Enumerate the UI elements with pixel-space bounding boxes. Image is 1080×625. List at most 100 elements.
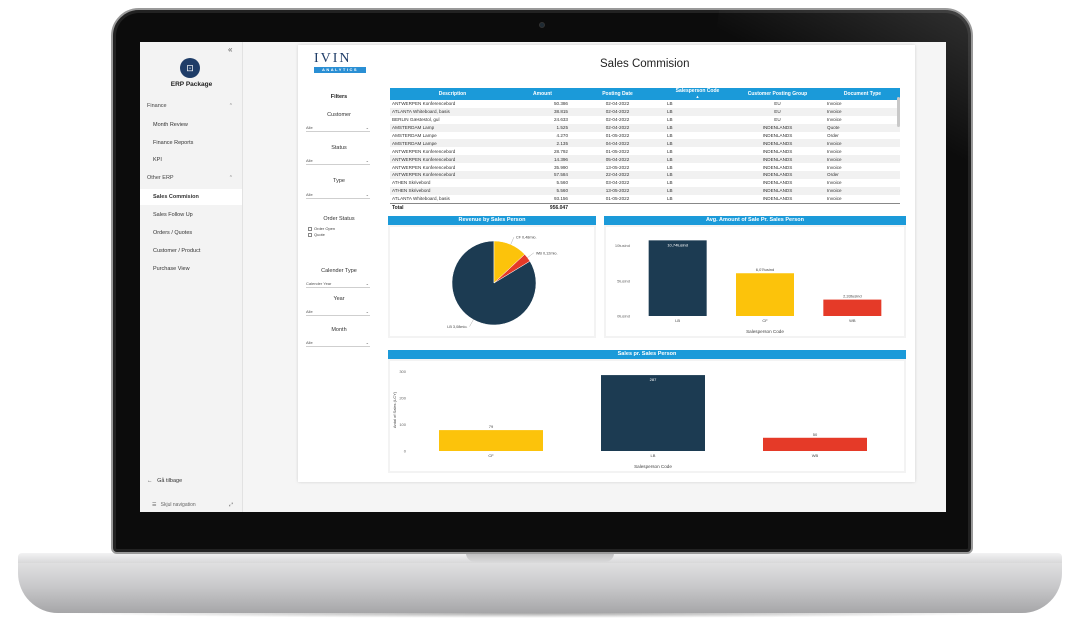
table-row[interactable]: ATHEN Skrivebord 5.560 13-05-2022 LB INDENLA… bbox=[390, 186, 900, 195]
y-tick-label: 0 bbox=[404, 449, 407, 454]
table-cell: 35.990 bbox=[553, 164, 568, 170]
y-tick-label: 300 bbox=[399, 369, 406, 374]
pie-data-label: LB 3,08mio. bbox=[447, 325, 467, 329]
month-filter-label: Month bbox=[331, 327, 347, 333]
chevron-down-icon: ⌄ bbox=[365, 158, 369, 163]
calender-type-filter-dropdown[interactable]: Calender Year ⌄ bbox=[306, 279, 370, 288]
column-header-customer-posting-group[interactable]: Customer Posting Group bbox=[730, 88, 825, 100]
brand-logo: IVIN ANALYTICS bbox=[314, 52, 366, 73]
nav-section-label: Other ERP bbox=[147, 175, 174, 181]
pie-leader-line bbox=[469, 319, 474, 327]
calender-type-filter-label: Calender Type bbox=[321, 268, 357, 274]
table-cell: LB bbox=[667, 101, 673, 107]
nav-item-month-review[interactable]: Month Review bbox=[153, 122, 188, 128]
bar-lb bbox=[601, 375, 705, 451]
app-logo-icon: ⊡ bbox=[180, 58, 200, 78]
table-cell: Quote bbox=[825, 123, 900, 132]
month-filter-dropdown[interactable]: Alle ⌄ bbox=[306, 338, 370, 347]
customer-filter-dropdown[interactable]: Alle ⌄ bbox=[306, 123, 370, 132]
navigation-sidebar: « ⊡ ERP Package Finance ⌃ Month Review F… bbox=[140, 42, 243, 512]
order-open-checkbox[interactable]: Order Open bbox=[308, 226, 335, 231]
quote-label: Quote bbox=[314, 232, 325, 237]
y-tick-label: 100 bbox=[399, 422, 406, 427]
pie-leader-line bbox=[510, 237, 515, 245]
table-row[interactable]: ATLANTA Whiteboard, basis 93.156 01-05-202… bbox=[390, 195, 900, 203]
hide-navigation-button[interactable]: ☰ Skjul navigation ⤢ bbox=[152, 502, 237, 508]
sales-bar-chart: 300 200 100 0 Antal of Sales (LCY) 79 CF 287 LB 5… bbox=[392, 369, 867, 469]
menu-icon: ☰ bbox=[152, 502, 157, 508]
table-row[interactable]: ANTWERPEN Konferencebord 35.990 13-05-2022… bbox=[390, 163, 900, 171]
year-filter-label: Year bbox=[333, 296, 345, 302]
y-tick-label: 10tusind bbox=[615, 243, 630, 248]
nav-item-kpi[interactable]: KPI bbox=[153, 157, 162, 163]
table-cell: LB bbox=[667, 148, 673, 154]
status-filter-dropdown[interactable]: Alle ⌄ bbox=[306, 156, 370, 165]
y-tick-label: 5tusind bbox=[617, 278, 630, 283]
table-cell: LB bbox=[667, 164, 673, 170]
chevron-down-icon: ⌄ bbox=[365, 192, 369, 197]
table-row[interactable]: ATHEN Skrivebord 5.560 03-04-2022 LB INDENLA… bbox=[390, 179, 900, 187]
bar-wb bbox=[763, 437, 867, 451]
year-filter-dropdown[interactable]: Alle ⌄ bbox=[306, 307, 370, 316]
nav-item-finance-reports[interactable]: Finance Reports bbox=[153, 140, 194, 146]
table-cell: LB bbox=[667, 180, 673, 186]
nav-section-other-erp[interactable]: Other ERP ⌃ bbox=[147, 175, 235, 181]
nav-item-orders-quotes[interactable]: Orders / Quotes bbox=[153, 230, 193, 236]
sort-ascending-icon: ▲ bbox=[695, 94, 700, 99]
laptop-base bbox=[18, 553, 1062, 613]
column-header-document-type[interactable]: Document Type bbox=[825, 88, 900, 100]
expand-icon: ⤢ bbox=[228, 502, 233, 508]
hide-navigation-label: Skjul navigation bbox=[160, 502, 196, 508]
table-cell: 14.396 bbox=[515, 155, 570, 164]
back-button[interactable]: ← Gå tilbage bbox=[147, 478, 182, 484]
nav-section-finance[interactable]: Finance ⌃ bbox=[147, 103, 235, 109]
checkbox-icon bbox=[308, 226, 312, 231]
column-header-description[interactable]: Description bbox=[390, 88, 515, 100]
table-cell: 02-04-2022 bbox=[570, 123, 665, 132]
nav-item-purchase-view[interactable]: Purchase View bbox=[153, 266, 190, 272]
sales-table[interactable]: Description Amount Posting Date Salesper… bbox=[390, 88, 900, 211]
table-row[interactable]: AMSTERDAM Lampe 2.135 04-04-2022 LB INDENLAN… bbox=[390, 139, 900, 148]
avg-amount-visual[interactable]: Avg. Amount of Sale Pr. Sales Person 10t… bbox=[604, 216, 906, 338]
table-row[interactable]: AMSTERDAM Lampe 4.270 01-05-2022 LB INDENLAN… bbox=[390, 132, 900, 140]
column-header-posting-date[interactable]: Posting Date bbox=[570, 88, 665, 100]
table-cell: LB bbox=[665, 107, 730, 116]
nav-item-sales-follow-up[interactable]: Sales Follow Up bbox=[153, 212, 193, 218]
table-row[interactable]: ANTWERPEN Konferencebord 28.792 01-05-2022… bbox=[390, 147, 900, 155]
column-header-salesperson-code[interactable]: Salesperson Code ▲ bbox=[665, 88, 730, 100]
table-cell: BERLIN Gæstestol, gul bbox=[392, 117, 440, 123]
table-row[interactable]: ANTWERPEN Konferencebord 50.386 02-04-2022… bbox=[390, 100, 900, 108]
sales-pr-sales-person-visual[interactable]: Sales pr. Sales Person 300 200 100 0 Antal o… bbox=[388, 350, 906, 473]
customer-filter-value: Alle bbox=[306, 125, 313, 130]
bar-data-label: 10,74tusind bbox=[667, 242, 688, 247]
table-row[interactable]: ATLANTA Whiteboard, basis 38.815 02-04-202… bbox=[390, 107, 900, 116]
table-cell: 4.270 bbox=[556, 133, 569, 138]
total-value: 956.047 bbox=[549, 205, 568, 211]
quote-checkbox[interactable]: Quote bbox=[308, 232, 325, 237]
table-cell: ANTWERPEN Konferencebord bbox=[392, 164, 456, 170]
type-filter-dropdown[interactable]: Alle ⌄ bbox=[306, 190, 370, 199]
table-row[interactable]: AMSTERDAM Lamp 1.525 02-04-2022 LB INDENLAND… bbox=[390, 123, 900, 132]
avg-amount-bar-chart: 10tusind 5tusind 0tusind 10,74tusind LB 6,07t… bbox=[615, 240, 882, 334]
year-filter-value: Alle bbox=[306, 309, 313, 314]
table-row[interactable]: ANTWERPEN Konferencebord 14.396 05-04-2022… bbox=[390, 155, 900, 164]
bar-data-label: 6,07tusind bbox=[756, 267, 774, 272]
status-filter-value: Alle bbox=[306, 158, 313, 163]
app-title: ERP Package bbox=[170, 81, 213, 88]
order-status-filter-label: Order Status bbox=[323, 216, 355, 222]
column-header-amount[interactable]: Amount bbox=[515, 88, 570, 100]
table-scrollbar[interactable] bbox=[897, 97, 900, 127]
table-row[interactable]: ANTWERPEN Konferencebord 57.584 22-04-2022… bbox=[390, 171, 900, 179]
bar-cf bbox=[736, 273, 794, 316]
nav-item-customer-product[interactable]: Customer / Product bbox=[153, 248, 201, 254]
collapse-nav-icon[interactable]: « bbox=[228, 45, 233, 54]
revenue-by-sales-person-visual[interactable]: Revenue by Sales Person LB 3,08mio. CF 0,… bbox=[388, 216, 596, 338]
table-row[interactable]: BERLIN Gæstestol, gul 24.633 02-04-2022 LB E… bbox=[390, 116, 900, 124]
table-cell: Order bbox=[825, 171, 900, 179]
table-cell: 01-05-2022 bbox=[605, 133, 630, 138]
pie-leader-line bbox=[527, 252, 534, 258]
nav-item-sales-commision[interactable]: Sales Commision bbox=[140, 189, 242, 205]
table-cell: AMSTERDAM Lamp bbox=[390, 123, 515, 132]
bar-cf bbox=[439, 430, 543, 451]
table-cell: Invoice bbox=[827, 101, 842, 107]
